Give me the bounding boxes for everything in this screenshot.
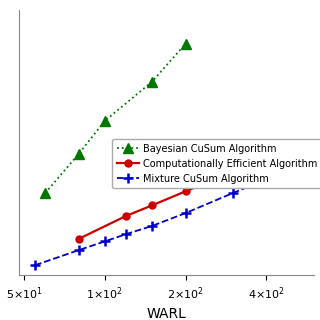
Computationally Efficient Algorithm: [77, 237, 81, 241]
Computationally Efficient Algorithm: [124, 214, 128, 218]
Legend: Bayesian CuSum Algorithm, Computationally Efficient Algorithm, Mixture CuSum Alg: Bayesian CuSum Algorithm, Computationall…: [112, 139, 320, 188]
Bayesian CuSum Algorithm: [150, 80, 154, 84]
Bayesian CuSum Algorithm: [77, 152, 81, 156]
Computationally Efficient Algorithm: [231, 170, 235, 174]
Bayesian CuSum Algorithm: [43, 191, 47, 195]
Line: Mixture CuSum Algorithm: Mixture CuSum Algorithm: [30, 163, 297, 270]
Computationally Efficient Algorithm: [150, 204, 154, 207]
Mixture CuSum Algorithm: [77, 248, 81, 252]
X-axis label: WARL: WARL: [147, 307, 186, 320]
Bayesian CuSum Algorithm: [103, 119, 107, 123]
Computationally Efficient Algorithm: [184, 189, 188, 193]
Mixture CuSum Algorithm: [231, 191, 235, 195]
Computationally Efficient Algorithm: [291, 147, 294, 150]
Bayesian CuSum Algorithm: [184, 42, 188, 46]
Mixture CuSum Algorithm: [103, 239, 107, 243]
Mixture CuSum Algorithm: [291, 166, 294, 170]
Line: Computationally Efficient Algorithm: Computationally Efficient Algorithm: [75, 145, 296, 242]
Mixture CuSum Algorithm: [124, 232, 128, 236]
Mixture CuSum Algorithm: [150, 224, 154, 228]
Mixture CuSum Algorithm: [264, 177, 268, 181]
Line: Bayesian CuSum Algorithm: Bayesian CuSum Algorithm: [40, 39, 190, 198]
Mixture CuSum Algorithm: [184, 211, 188, 215]
Mixture CuSum Algorithm: [33, 263, 37, 267]
